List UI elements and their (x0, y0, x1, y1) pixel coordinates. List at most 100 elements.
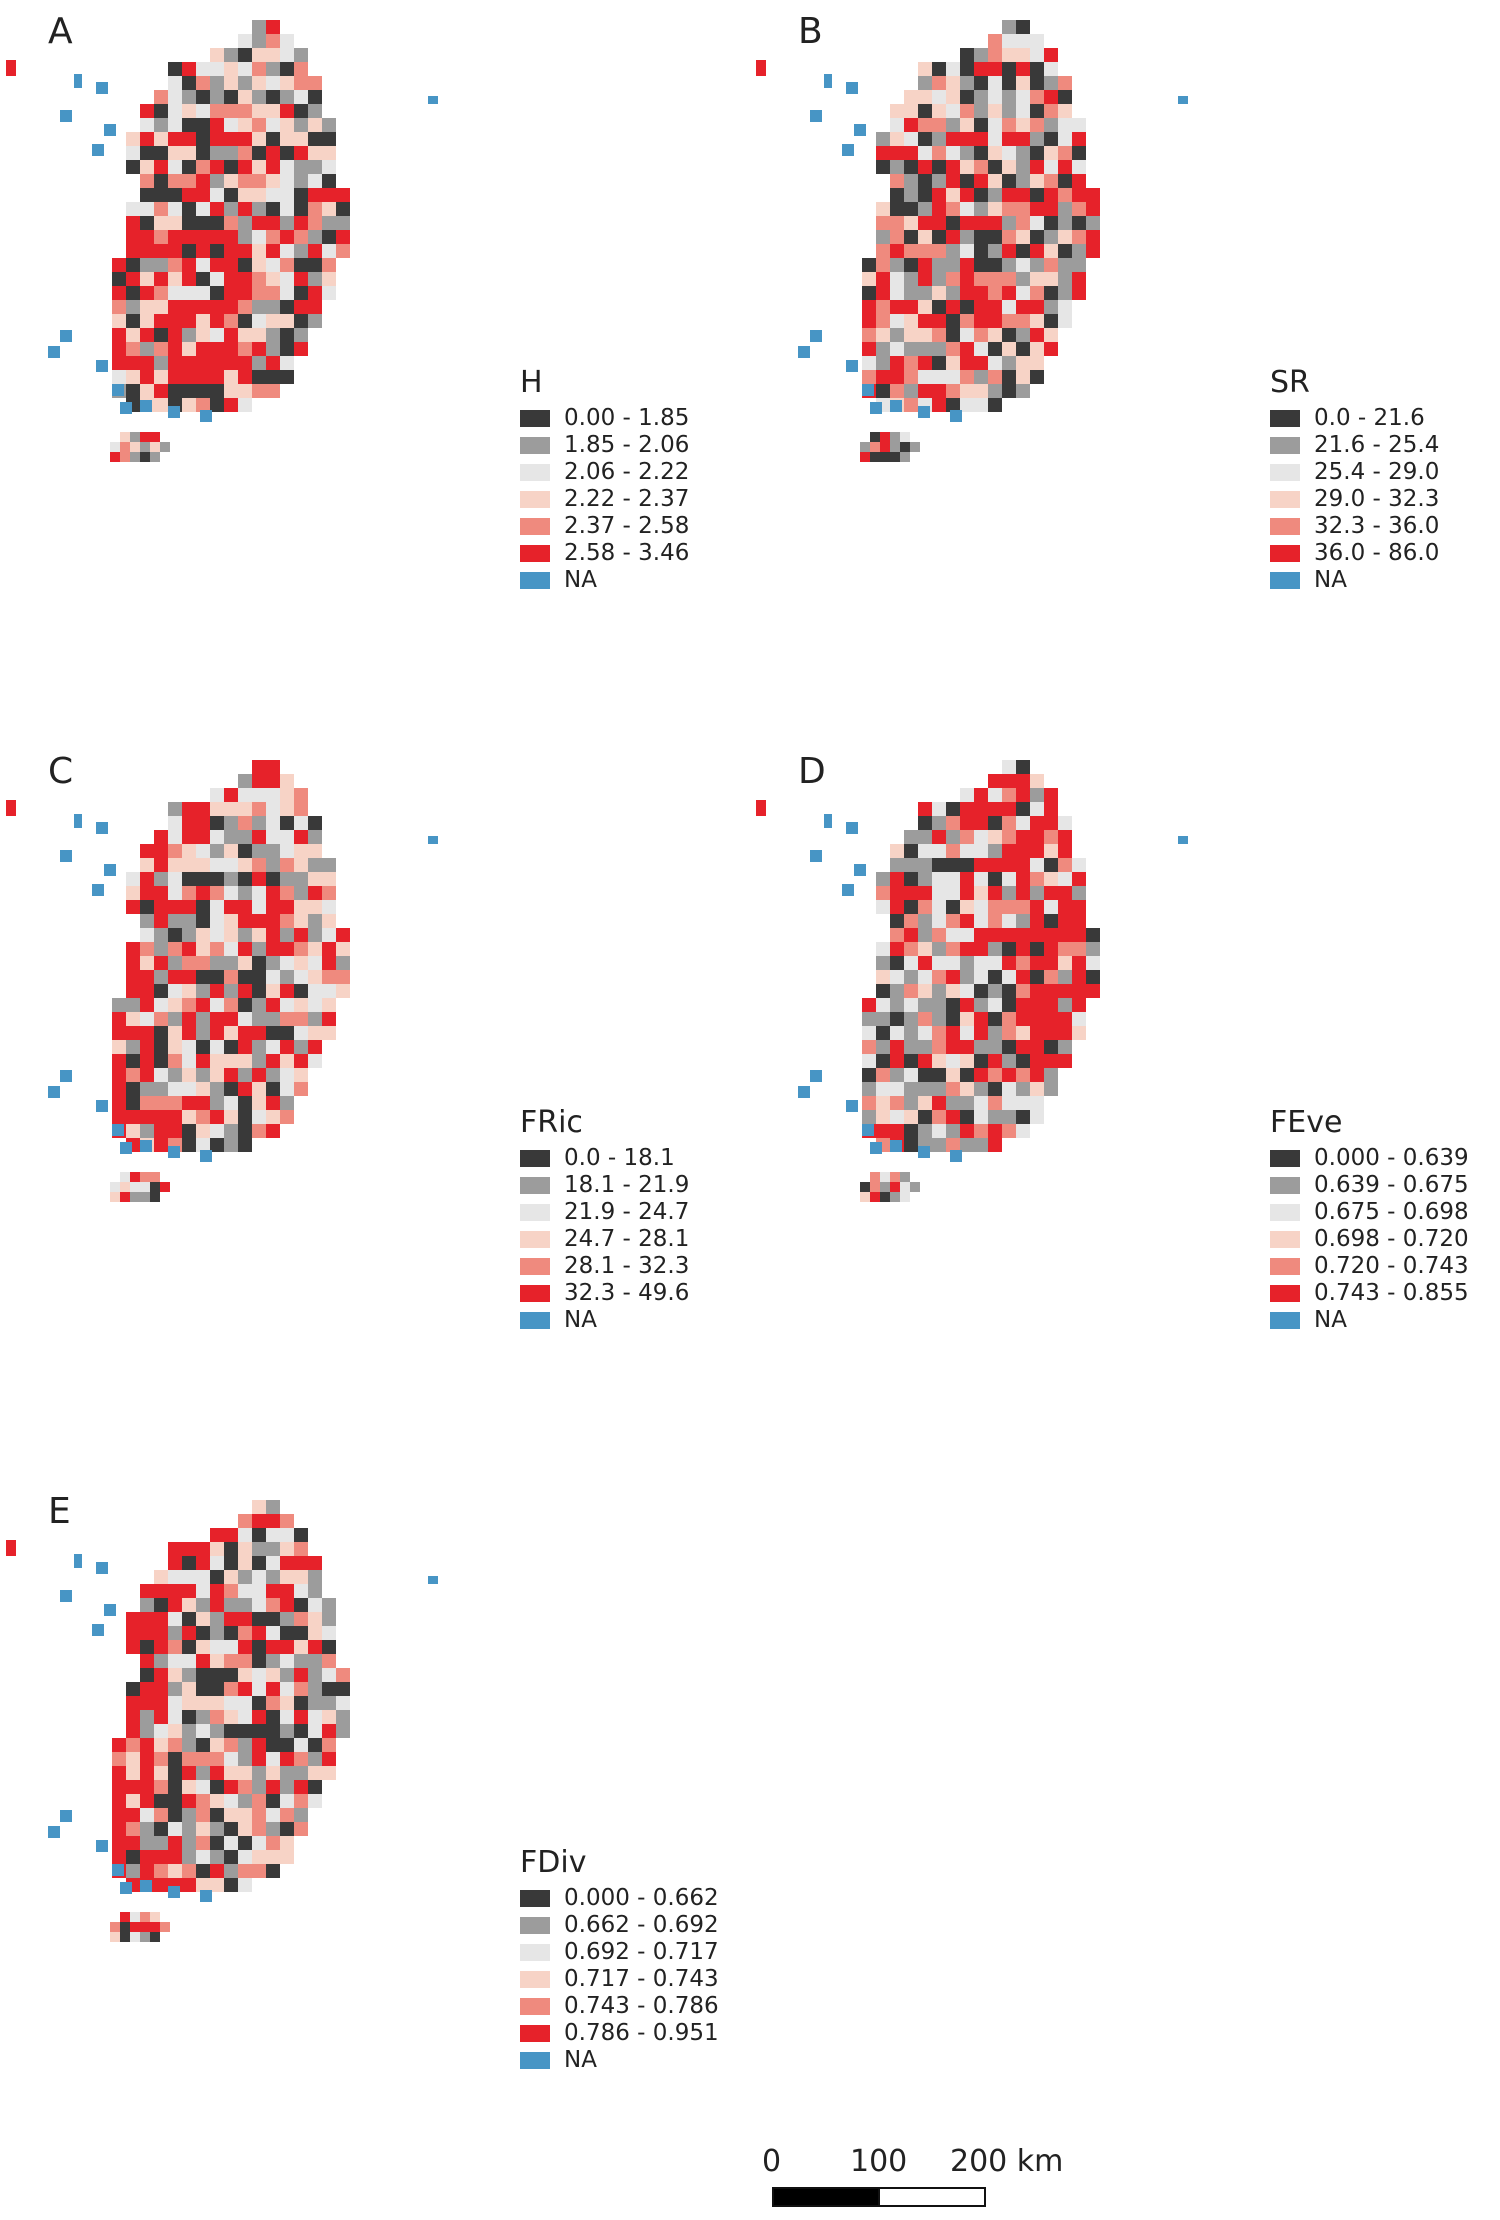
grid-cell (154, 1752, 168, 1766)
grid-cell (154, 900, 168, 914)
legend-item: 21.6 - 25.4 (1270, 432, 1439, 459)
grid-cell (1072, 970, 1086, 984)
grid-cell (876, 1110, 890, 1124)
grid-cell (140, 286, 154, 300)
grid-cell (876, 286, 890, 300)
grid-cell (224, 1878, 238, 1892)
grid-cell (322, 1640, 336, 1654)
grid-cell (140, 1612, 154, 1626)
grid-cell (308, 132, 322, 146)
grid-cell (224, 1528, 238, 1542)
legend-label: 18.1 - 21.9 (564, 1172, 690, 1198)
grid-cell (210, 1040, 224, 1054)
grid-cell (308, 830, 322, 844)
grid-cell (168, 1570, 182, 1584)
grid-cell (182, 160, 196, 174)
legend-item: 0.0 - 21.6 (1270, 405, 1439, 432)
grid-cell (238, 1878, 252, 1892)
grid-cell (1002, 900, 1016, 914)
grid-cell (890, 356, 904, 370)
grid-cell (974, 788, 988, 802)
grid-cell (322, 1752, 336, 1766)
grid-cell (946, 76, 960, 90)
grid-cell (182, 886, 196, 900)
grid-cell (1016, 132, 1030, 146)
grid-cell (1016, 788, 1030, 802)
legend-item: 2.37 - 2.58 (520, 513, 689, 540)
grid-cell (140, 1598, 154, 1612)
grid-cell (1058, 998, 1072, 1012)
grid-cell (266, 1668, 280, 1682)
grid-cell (918, 104, 932, 118)
na-cell (810, 110, 822, 122)
island-cell (824, 814, 832, 828)
grid-cell (294, 202, 308, 216)
grid-cell (890, 1068, 904, 1082)
legend-item: 32.3 - 36.0 (1270, 513, 1439, 540)
jeju-cell (130, 1192, 140, 1202)
grid-cell (224, 844, 238, 858)
grid-cell (196, 914, 210, 928)
grid-cell (904, 1026, 918, 1040)
grid-cell (168, 188, 182, 202)
na-cell (862, 384, 874, 396)
grid-cell (238, 1794, 252, 1808)
grid-cell (210, 1626, 224, 1640)
grid-cell (210, 90, 224, 104)
grid-cell (238, 1584, 252, 1598)
grid-cell (280, 844, 294, 858)
grid-cell (266, 1040, 280, 1054)
grid-cell (224, 1556, 238, 1570)
legend-label: 0.000 - 0.662 (564, 1885, 719, 1911)
grid-cell (182, 1654, 196, 1668)
grid-map-a (6, 20, 438, 462)
grid-cell (154, 300, 168, 314)
legend-label: 0.639 - 0.675 (1314, 1172, 1469, 1198)
legend-title-b: SR (1270, 365, 1310, 400)
grid-cell (168, 1850, 182, 1864)
grid-cell (918, 188, 932, 202)
grid-cell (918, 816, 932, 830)
grid-cell (294, 1696, 308, 1710)
grid-cell (182, 1598, 196, 1612)
grid-cell (946, 802, 960, 816)
grid-cell (210, 1780, 224, 1794)
grid-cell (960, 788, 974, 802)
grid-cell (974, 1040, 988, 1054)
grid-cell (280, 34, 294, 48)
grid-cell (1002, 1124, 1016, 1138)
grid-cell (876, 1012, 890, 1026)
grid-cell (252, 1110, 266, 1124)
grid-cell (182, 1040, 196, 1054)
grid-cell (140, 1110, 154, 1124)
grid-cell (280, 328, 294, 342)
grid-cell (182, 1766, 196, 1780)
grid-cell (112, 272, 126, 286)
grid-cell (988, 1096, 1002, 1110)
grid-cell (210, 328, 224, 342)
grid-cell (974, 286, 988, 300)
legend-swatch (1270, 1231, 1300, 1248)
grid-cell (168, 998, 182, 1012)
jeju-cell (130, 1922, 140, 1932)
grid-cell (1002, 858, 1016, 872)
grid-cell (252, 1082, 266, 1096)
grid-cell (1016, 830, 1030, 844)
grid-cell (182, 398, 196, 412)
grid-cell (182, 1836, 196, 1850)
grid-cell (168, 970, 182, 984)
grid-cell (974, 998, 988, 1012)
legend-label: NA (1314, 1307, 1347, 1333)
grid-cell (974, 76, 988, 90)
grid-cell (238, 942, 252, 956)
grid-cell (918, 844, 932, 858)
grid-cell (126, 1124, 140, 1138)
legend-swatch (520, 1285, 550, 1302)
legend-item: 2.06 - 2.22 (520, 459, 689, 486)
grid-cell (904, 1110, 918, 1124)
grid-cell (322, 942, 336, 956)
grid-cell (210, 188, 224, 202)
grid-cell (280, 1626, 294, 1640)
jeju-cell (120, 1932, 130, 1942)
grid-cell (210, 146, 224, 160)
